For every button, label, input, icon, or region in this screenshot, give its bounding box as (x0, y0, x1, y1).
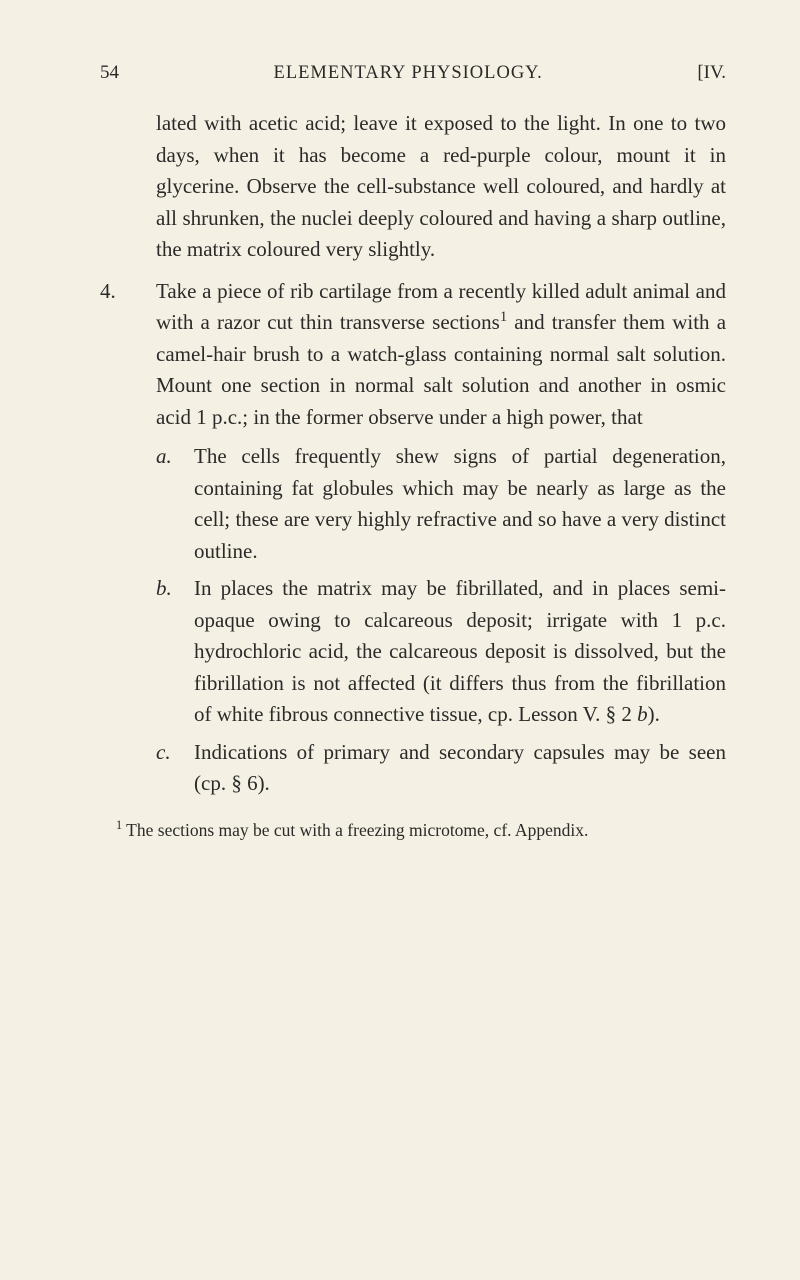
sub-b-body: In places the matrix may be fibrillated,… (194, 573, 726, 731)
sub-item-b: b. In places the matrix may be fibrillat… (156, 573, 726, 731)
item-4: 4. Take a piece of rib cartilage from a … (100, 276, 726, 434)
sub-c-marker: c. (156, 737, 194, 800)
sub-b-italic-b: b (637, 702, 648, 726)
item-4-marker: 4. (100, 276, 156, 434)
sub-item-a: a. The cells frequently shew signs of pa… (156, 441, 726, 567)
sub-item-c: c. Indications of primary and secondary … (156, 737, 726, 800)
sub-b-text-post: ). (648, 702, 660, 726)
body-text: lated with acetic acid; leave it exposed… (100, 108, 726, 800)
sub-b-marker: b. (156, 573, 194, 731)
sub-c-body: Indications of primary and secondary cap… (194, 737, 726, 800)
page-header: 54 ELEMENTARY PHYSIOLOGY. [IV. (100, 62, 726, 84)
footnote-text: The sections may be cut with a freezing … (122, 820, 588, 840)
continuation-paragraph: lated with acetic acid; leave it exposed… (156, 108, 726, 266)
sub-a-body: The cells frequently shew signs of parti… (194, 441, 726, 567)
item-4-body: Take a piece of rib cartilage from a rec… (156, 276, 726, 434)
sub-a-marker: a. (156, 441, 194, 567)
footnote: 1 The sections may be cut with a freezin… (128, 820, 726, 841)
running-title: ELEMENTARY PHYSIOLOGY. (274, 63, 543, 84)
page-container: 54 ELEMENTARY PHYSIOLOGY. [IV. lated wit… (0, 0, 800, 891)
page-number: 54 (100, 62, 119, 84)
chapter-ref: [IV. (697, 62, 726, 84)
